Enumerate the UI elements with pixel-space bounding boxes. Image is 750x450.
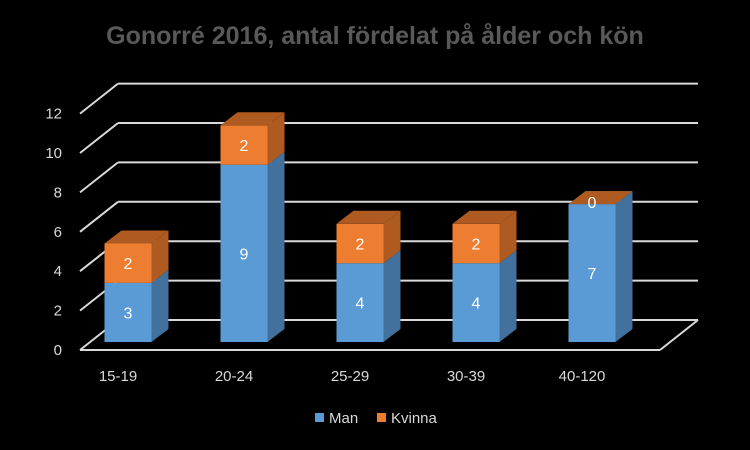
bars [104,112,633,342]
y-tick-label: 4 [54,263,62,280]
bar-man-40-120-front [568,204,616,342]
y-tick-label: 10 [45,145,62,162]
bar-kvinna-25-29-side [383,210,401,264]
legend-swatch-kvinna [377,413,386,422]
chart-title: Gonorré 2016, antal fördelat på ålder oc… [106,22,644,50]
data-label-kvinna-15-19: 2 [124,256,133,273]
bar-kvinna-40-120-top [568,191,633,205]
y-tick-label: 8 [54,184,62,201]
bar-man-20-24-side [267,151,285,342]
data-labels: 3 2 9 2 4 2 4 2 7 0 [124,138,597,322]
bar-kvinna-30-39-top [452,210,517,224]
bar-man-30-39-side [499,250,517,342]
y-tick-label: 6 [54,224,62,241]
x-category-label: 25-29 [331,368,369,385]
gridline-depth [79,161,119,194]
bar-man-30-39-front [452,263,500,342]
legend-label-kvinna: Kvinna [391,410,438,427]
data-label-kvinna-40-120: 0 [588,195,597,212]
gridlines [79,82,699,351]
gridline-depth [79,201,119,233]
y-tick-label: 2 [54,303,62,320]
data-label-man-30-39: 4 [472,296,481,313]
x-category-label: 15-19 [99,368,137,385]
gridline-depth [79,82,119,115]
legend: Man Kvinna [315,410,438,427]
legend-swatch-man [315,413,324,422]
data-label-man-20-24: 9 [240,246,249,263]
data-label-kvinna-20-24: 2 [240,138,249,155]
data-label-man-15-19: 3 [124,305,133,322]
data-label-kvinna-25-29: 2 [356,237,365,254]
bar-kvinna-30-39-side [499,210,517,264]
bar-man-25-29-side [383,250,401,342]
floor-side-edge [659,319,699,351]
bar-kvinna-15-19-top [104,230,169,244]
bar-kvinna-25-29-front [336,223,384,264]
bar-man-15-19-side [151,269,169,342]
bar-kvinna-15-19-side [151,230,169,283]
bar-kvinna-15-19-front [104,243,152,283]
x-category-label: 40-120 [559,368,606,385]
legend-label-man: Man [329,410,358,427]
bar-kvinna-25-29-top [336,210,401,224]
y-tick-label: 12 [45,106,62,123]
y-axis-ticks: 0 2 4 6 8 10 12 [45,106,62,359]
bar-kvinna-20-24-top [220,112,285,126]
data-label-man-40-120: 7 [588,266,597,283]
bar-man-25-29-front [336,263,384,342]
x-category-label: 20-24 [215,368,253,385]
bar-man-15-19-front [104,282,152,342]
y-tick-label: 0 [54,342,62,359]
bar-kvinna-20-24-front [220,125,268,165]
bar-man-20-24-front [220,164,268,342]
bar-kvinna-20-24-side [267,112,285,165]
data-label-man-25-29: 4 [356,296,365,313]
bar-man-40-120-side [615,191,633,342]
bar-kvinna-30-39-front [452,223,500,264]
x-axis-categories: 15-19 20-24 25-29 30-39 40-120 [99,368,606,385]
gridline-depth [79,122,119,154]
data-label-kvinna-30-39: 2 [472,237,481,254]
x-category-label: 30-39 [447,368,485,385]
